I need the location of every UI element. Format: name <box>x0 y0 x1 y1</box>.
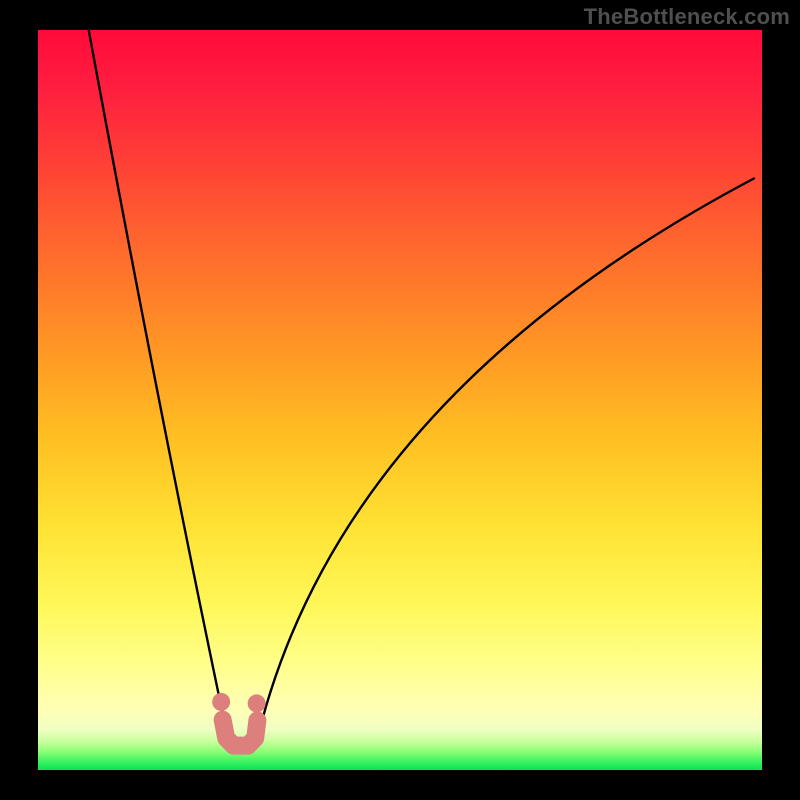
bottleneck-chart <box>0 0 800 800</box>
watermark-text: TheBottleneck.com <box>584 4 790 30</box>
optimal-zone-endpoint-right <box>248 694 266 712</box>
heatmap-background <box>38 30 762 770</box>
optimal-zone-endpoint-left <box>212 693 230 711</box>
